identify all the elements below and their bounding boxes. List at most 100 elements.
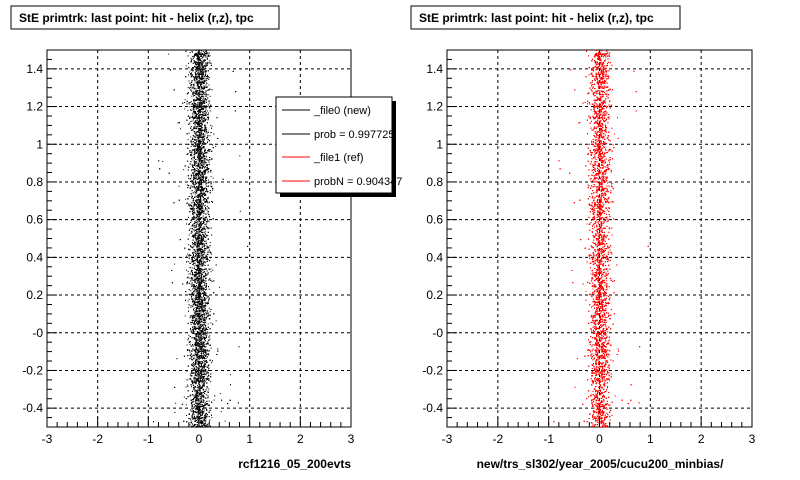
data-point xyxy=(192,386,194,388)
data-point xyxy=(197,121,199,123)
data-point xyxy=(206,310,208,312)
data-point xyxy=(191,155,193,157)
data-point xyxy=(196,375,198,377)
data-point xyxy=(188,378,190,380)
data-point xyxy=(201,121,203,123)
data-point xyxy=(195,407,197,409)
data-point xyxy=(202,287,204,289)
data-point xyxy=(201,83,203,85)
data-point xyxy=(191,109,193,111)
data-point xyxy=(193,328,194,330)
data-point xyxy=(202,269,203,271)
data-point xyxy=(199,64,201,66)
data-point xyxy=(194,281,196,283)
data-point xyxy=(208,112,209,114)
data-point xyxy=(204,71,206,73)
data-point xyxy=(187,261,189,263)
data-point xyxy=(195,216,197,218)
data-point xyxy=(185,198,187,200)
data-point xyxy=(204,421,206,423)
data-point xyxy=(202,98,204,100)
data-point xyxy=(196,321,197,323)
data-point xyxy=(197,260,199,262)
data-point xyxy=(162,160,164,162)
data-point xyxy=(206,102,207,103)
data-point xyxy=(210,176,212,178)
data-point xyxy=(203,146,205,148)
data-point xyxy=(196,285,197,287)
data-point xyxy=(204,150,206,152)
data-point xyxy=(208,279,210,281)
data-point xyxy=(206,110,208,112)
data-point xyxy=(196,400,198,402)
data-point xyxy=(193,87,195,89)
data-point xyxy=(205,293,207,295)
data-point xyxy=(206,332,208,334)
chart-panel-left: StE primtrk: last point: hit - helix (r,… xyxy=(10,5,402,471)
data-point xyxy=(186,255,188,257)
data-point xyxy=(204,415,206,417)
data-point xyxy=(207,297,209,298)
data-point xyxy=(200,274,202,275)
data-point xyxy=(178,185,180,187)
data-point xyxy=(208,288,210,290)
data-point xyxy=(200,341,202,343)
data-point xyxy=(200,98,202,99)
data-point xyxy=(207,405,209,407)
data-point xyxy=(192,182,194,184)
data-point xyxy=(201,165,203,167)
data-point xyxy=(195,318,197,320)
data-point xyxy=(200,329,202,331)
data-point xyxy=(187,307,189,309)
data-point xyxy=(201,69,203,71)
data-point xyxy=(206,51,207,53)
data-point xyxy=(200,139,202,141)
data-point xyxy=(208,251,210,253)
data-point xyxy=(202,158,204,160)
data-point xyxy=(192,137,194,139)
data-point xyxy=(199,62,201,64)
data-point xyxy=(201,76,203,78)
data-point xyxy=(200,399,202,401)
data-point xyxy=(200,381,202,383)
data-point xyxy=(195,204,197,206)
data-point xyxy=(211,362,213,364)
data-point xyxy=(199,231,201,233)
data-point xyxy=(203,327,205,328)
data-point xyxy=(204,420,206,422)
data-point xyxy=(174,412,176,413)
data-point xyxy=(207,425,209,427)
data-point xyxy=(199,66,200,68)
data-point xyxy=(206,377,208,379)
data-point xyxy=(203,271,205,272)
data-point xyxy=(196,293,198,294)
data-point xyxy=(187,139,189,141)
data-point xyxy=(204,64,206,66)
data-point xyxy=(204,262,206,264)
data-point xyxy=(189,106,191,108)
data-point xyxy=(201,262,203,264)
data-point xyxy=(188,62,189,64)
data-point xyxy=(199,102,201,104)
data-point xyxy=(201,60,203,62)
data-point xyxy=(190,76,192,78)
data-point xyxy=(204,160,206,162)
data-point xyxy=(202,133,204,135)
data-point xyxy=(200,68,202,70)
data-point xyxy=(199,117,201,119)
data-point xyxy=(190,323,192,325)
data-point xyxy=(194,115,196,117)
data-point xyxy=(193,361,194,363)
data-point xyxy=(205,355,207,357)
data-point xyxy=(211,125,213,127)
data-point xyxy=(202,367,204,369)
data-point xyxy=(203,336,205,338)
data-point xyxy=(187,277,189,279)
data-point xyxy=(206,114,208,116)
data-point xyxy=(197,62,199,64)
data-point xyxy=(196,306,198,308)
data-point xyxy=(200,52,202,54)
data-point xyxy=(187,253,189,255)
data-point xyxy=(195,89,197,91)
data-point xyxy=(201,195,203,197)
